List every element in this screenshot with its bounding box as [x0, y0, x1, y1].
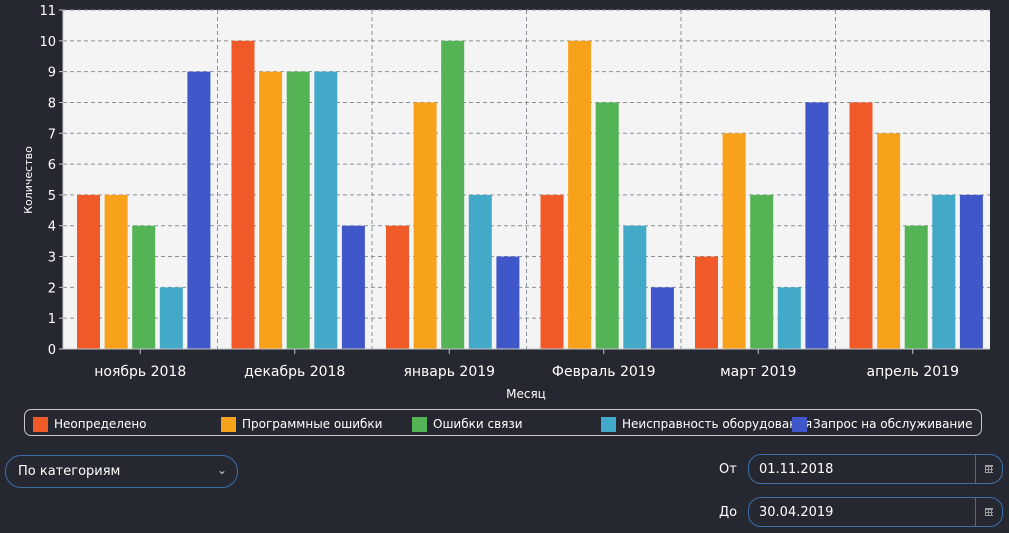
bar: [314, 71, 338, 350]
legend-item: Неопределено: [33, 416, 147, 432]
bar: [750, 194, 774, 349]
bar: [286, 71, 310, 350]
bar: [231, 40, 255, 350]
legend-item: Программные ошибки: [221, 416, 382, 432]
bar: [341, 225, 365, 349]
y-tick-label: 8: [48, 96, 56, 111]
bar: [259, 71, 283, 350]
y-axis-label: Количество: [22, 146, 35, 214]
legend-swatch: [601, 416, 616, 432]
x-tick-label: декабрь 2018: [244, 364, 345, 380]
x-axis-label: Месяц: [506, 387, 546, 401]
legend-label: Неисправность оборудования: [622, 417, 813, 431]
bar: [650, 287, 674, 349]
from-label: От: [719, 462, 737, 477]
legend-swatch: [792, 416, 807, 432]
bar: [904, 225, 928, 349]
legend-item: Ошибки связи: [412, 416, 523, 432]
from-date-field[interactable]: 01.11.2018: [748, 454, 1003, 484]
bar: [568, 40, 592, 350]
bar: [104, 194, 128, 349]
bar: [595, 102, 619, 349]
grouping-select[interactable]: По категориям ⌄: [5, 455, 238, 488]
bar: [877, 133, 901, 349]
bar: [722, 133, 746, 349]
calendar-icon: [985, 508, 993, 516]
y-tick-label: 3: [48, 251, 56, 266]
grouping-select-value: По категориям: [18, 464, 121, 479]
legend-swatch: [412, 416, 427, 432]
bar: [849, 102, 873, 349]
y-tick-label: 10: [39, 35, 56, 50]
from-calendar-button[interactable]: [975, 455, 1002, 483]
legend-label: Ошибки связи: [433, 417, 523, 431]
to-label: До: [719, 505, 738, 520]
calendar-icon: [985, 465, 993, 473]
to-date-value: 30.04.2019: [759, 504, 834, 520]
y-tick-label: 6: [48, 158, 56, 173]
bar: [468, 194, 492, 349]
y-tick-label: 5: [48, 189, 56, 204]
bar: [496, 256, 520, 349]
bar: [540, 194, 564, 349]
bar: [805, 102, 829, 349]
y-tick-label: 9: [48, 66, 56, 81]
y-tick-label: 7: [48, 127, 56, 142]
legend: Неопределено Программные ошибки Ошибки свя…: [24, 409, 982, 436]
x-tick-label: январь 2019: [403, 364, 495, 380]
bar: [441, 40, 465, 350]
legend-label: Запрос на обслуживание: [813, 417, 973, 431]
y-tick-label: 1: [48, 312, 56, 327]
x-tick-label: март 2019: [720, 364, 796, 380]
legend-label: Неопределено: [54, 417, 147, 431]
y-tick-label: 2: [48, 281, 56, 296]
legend-item: Неисправность оборудования: [601, 416, 812, 432]
to-calendar-button[interactable]: [975, 498, 1002, 526]
chevron-down-icon: ⌄: [216, 463, 227, 477]
bar: [932, 194, 956, 349]
bar: [777, 287, 801, 349]
bar: [386, 225, 409, 349]
y-tick-label: 0: [48, 343, 56, 358]
bar: [623, 225, 647, 349]
x-tick-label: ноябрь 2018: [94, 364, 186, 380]
bar: [695, 256, 718, 349]
bar: [413, 102, 437, 349]
legend-swatch: [221, 416, 236, 432]
bar: [159, 287, 183, 349]
legend-item: Запрос на обслуживание: [792, 416, 972, 432]
bar: [959, 194, 983, 349]
y-tick-label: 4: [48, 220, 56, 235]
legend-swatch: [33, 416, 48, 432]
y-tick-label: 11: [39, 4, 56, 19]
from-date-value: 01.11.2018: [759, 461, 834, 477]
bar: [187, 71, 211, 350]
bar-chart: 0 1 2 3 4 5 6 7 8 9 10 11 ноябрь 2018 декабрь 2018 янв…: [22, 4, 990, 401]
x-tick-label: апрель 2019: [866, 364, 959, 380]
bar: [77, 194, 100, 349]
x-tick-label: Февраль 2019: [552, 364, 656, 380]
bar: [132, 225, 156, 349]
to-date-field[interactable]: 30.04.2019: [748, 497, 1003, 527]
legend-label: Программные ошибки: [242, 417, 383, 431]
